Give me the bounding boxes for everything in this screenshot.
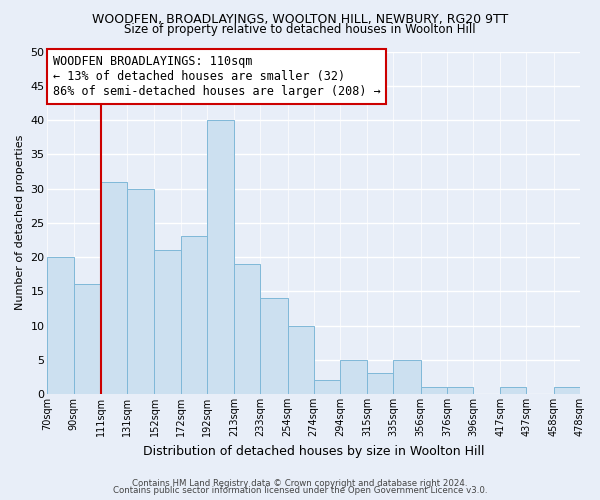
Bar xyxy=(101,182,127,394)
Bar xyxy=(394,360,421,394)
Bar xyxy=(340,360,367,394)
Text: WOODFEN, BROADLAYINGS, WOOLTON HILL, NEWBURY, RG20 9TT: WOODFEN, BROADLAYINGS, WOOLTON HILL, NEW… xyxy=(92,12,508,26)
Bar xyxy=(367,374,394,394)
Bar xyxy=(234,264,260,394)
Bar xyxy=(314,380,340,394)
Text: Contains HM Land Registry data © Crown copyright and database right 2024.: Contains HM Land Registry data © Crown c… xyxy=(132,478,468,488)
Bar xyxy=(500,387,526,394)
Bar xyxy=(260,298,287,394)
Bar xyxy=(181,236,206,394)
X-axis label: Distribution of detached houses by size in Woolton Hill: Distribution of detached houses by size … xyxy=(143,444,484,458)
Bar xyxy=(154,250,181,394)
Text: WOODFEN BROADLAYINGS: 110sqm
← 13% of detached houses are smaller (32)
86% of se: WOODFEN BROADLAYINGS: 110sqm ← 13% of de… xyxy=(53,55,380,98)
Text: Size of property relative to detached houses in Woolton Hill: Size of property relative to detached ho… xyxy=(124,22,476,36)
Bar xyxy=(421,387,447,394)
Bar xyxy=(287,326,314,394)
Bar xyxy=(74,284,101,394)
Bar xyxy=(47,257,74,394)
Bar xyxy=(206,120,234,394)
Bar xyxy=(554,387,580,394)
Bar xyxy=(447,387,473,394)
Y-axis label: Number of detached properties: Number of detached properties xyxy=(15,135,25,310)
Text: Contains public sector information licensed under the Open Government Licence v3: Contains public sector information licen… xyxy=(113,486,487,495)
Bar xyxy=(127,188,154,394)
